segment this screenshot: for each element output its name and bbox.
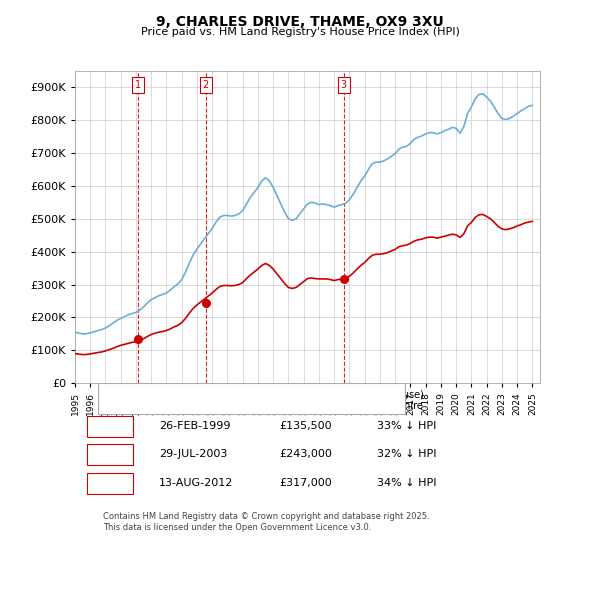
Text: 26-FEB-1999: 26-FEB-1999 bbox=[158, 421, 230, 431]
Point bbox=[201, 299, 211, 308]
Point bbox=[133, 334, 143, 343]
Text: 1: 1 bbox=[106, 421, 113, 431]
Point bbox=[339, 274, 349, 284]
Text: £317,000: £317,000 bbox=[280, 477, 332, 487]
Text: 3: 3 bbox=[341, 80, 347, 90]
FancyBboxPatch shape bbox=[98, 383, 405, 414]
Text: £243,000: £243,000 bbox=[280, 449, 332, 459]
Text: 9, CHARLES DRIVE, THAME, OX9 3XU (detached house): 9, CHARLES DRIVE, THAME, OX9 3XU (detach… bbox=[154, 389, 424, 399]
FancyBboxPatch shape bbox=[86, 416, 133, 437]
Text: 2: 2 bbox=[203, 80, 209, 90]
Text: 13-AUG-2012: 13-AUG-2012 bbox=[158, 477, 233, 487]
Text: 29-JUL-2003: 29-JUL-2003 bbox=[158, 449, 227, 459]
Text: 1: 1 bbox=[135, 80, 142, 90]
Text: 33% ↓ HPI: 33% ↓ HPI bbox=[377, 421, 437, 431]
Text: Price paid vs. HM Land Registry's House Price Index (HPI): Price paid vs. HM Land Registry's House … bbox=[140, 27, 460, 37]
FancyBboxPatch shape bbox=[86, 473, 133, 494]
Text: 32% ↓ HPI: 32% ↓ HPI bbox=[377, 449, 437, 459]
Text: HPI: Average price, detached house, South Oxfordshire: HPI: Average price, detached house, Sout… bbox=[154, 401, 423, 411]
Text: 9, CHARLES DRIVE, THAME, OX9 3XU: 9, CHARLES DRIVE, THAME, OX9 3XU bbox=[156, 15, 444, 29]
Text: 2: 2 bbox=[106, 449, 113, 459]
Text: £135,500: £135,500 bbox=[280, 421, 332, 431]
FancyBboxPatch shape bbox=[86, 444, 133, 466]
Text: 34% ↓ HPI: 34% ↓ HPI bbox=[377, 477, 437, 487]
Text: Contains HM Land Registry data © Crown copyright and database right 2025.
This d: Contains HM Land Registry data © Crown c… bbox=[103, 512, 430, 532]
Text: 3: 3 bbox=[106, 477, 113, 487]
